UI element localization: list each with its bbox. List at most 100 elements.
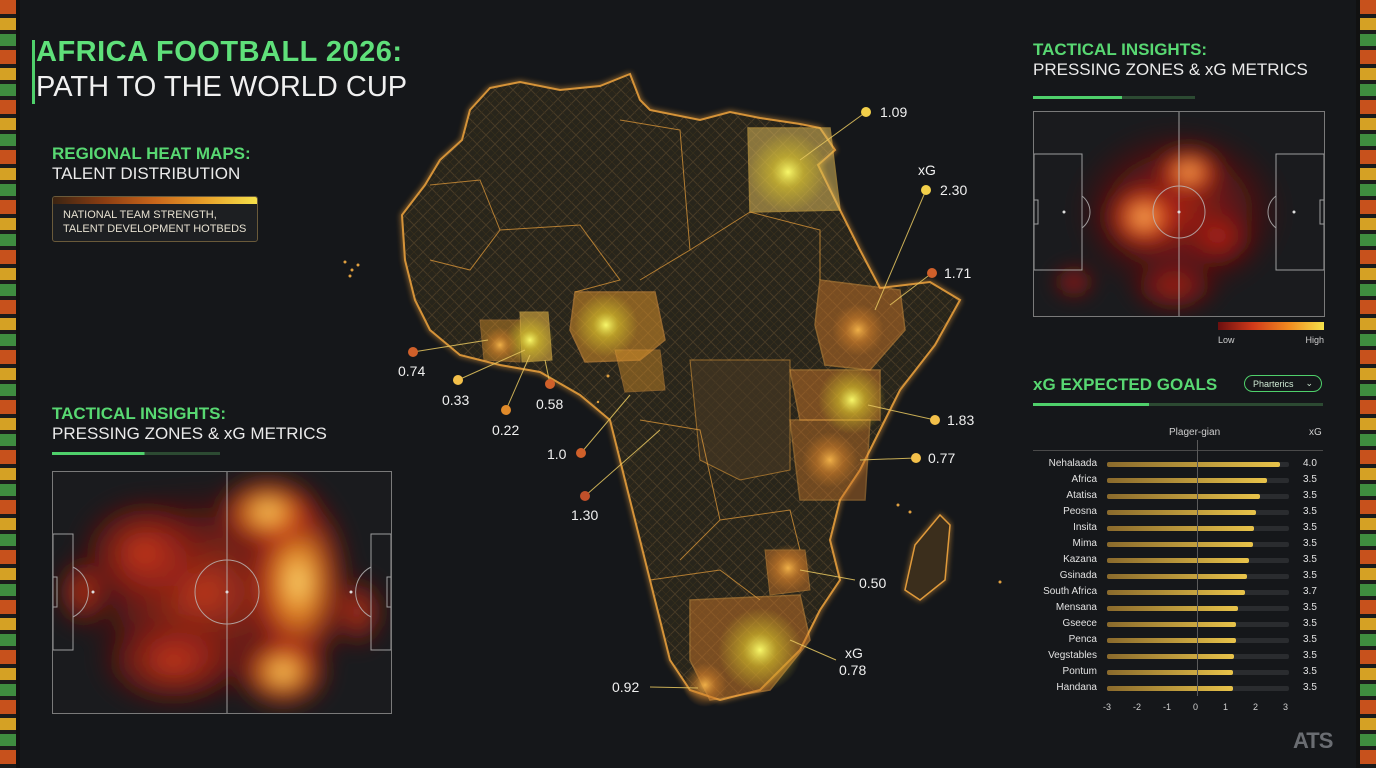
map-label-south-east: 0.50: [859, 575, 887, 591]
strength-legend-text: NATIONAL TEAM STRENGTH, TALENT DEVELOPME…: [53, 204, 257, 240]
tactical-insights-left-heading: TACTICAL INSIGHTS: PRESSING ZONES & xG M…: [52, 404, 327, 455]
xg-row-label: Handana: [1056, 682, 1097, 693]
xg-row-track: [1107, 494, 1289, 499]
xg-row-bar: [1107, 622, 1237, 627]
map-label-west-4: 0.22: [492, 422, 520, 438]
kente-border-right: [1356, 0, 1376, 768]
xg-row-value: 3.5: [1303, 554, 1317, 565]
xg-row-value: 3.5: [1303, 506, 1317, 517]
xg-row-label: South Africa: [1043, 586, 1097, 597]
xg-header-divider: [1033, 450, 1323, 451]
xg-row-label: Gseece: [1062, 618, 1097, 629]
regional-heat-maps-heading: REGIONAL HEAT MAPS: TALENT DISTRIBUTION: [52, 144, 251, 184]
heat-gradient: [1218, 322, 1324, 330]
xg-row-value: 3.7: [1303, 586, 1317, 597]
xg-row-bar: [1107, 478, 1268, 483]
pressing-heatmap-pitch-right: [1033, 111, 1325, 317]
pressing-heatmap-pitch-left: [52, 471, 392, 714]
xg-zero-line: [1197, 440, 1198, 696]
chevron-down-icon: ⌄: [1305, 378, 1313, 388]
xg-row-bar: [1107, 670, 1233, 675]
map-label-west-1: 0.74: [398, 363, 426, 379]
tactical-right-title: TACTICAL INSIGHTS:: [1033, 40, 1208, 59]
xg-row-track: [1107, 606, 1289, 611]
xg-row-bar: [1107, 686, 1233, 691]
map-label-kenya: 1.83: [947, 412, 975, 428]
xg-row-track: [1107, 542, 1289, 547]
xg-row-label: Insita: [1073, 522, 1097, 533]
tactical-right-underline: [1033, 96, 1195, 99]
xg-row-label: Nehalaada: [1048, 458, 1097, 469]
xg-row-value: 3.5: [1303, 618, 1317, 629]
xg-row-track: [1107, 478, 1289, 483]
map-label-tanzania: 0.77: [928, 450, 956, 466]
xg-row-label: Mima: [1072, 538, 1097, 549]
xg-row-track: [1107, 558, 1289, 563]
xg-axis-tick: 0: [1193, 702, 1199, 712]
xg-row-bar: [1107, 574, 1248, 579]
xg-row-bar: [1107, 654, 1235, 659]
tactical-right-subtitle: PRESSING ZONES & xG METRICS: [1033, 60, 1308, 79]
title-accent-bar: [32, 40, 35, 104]
xg-filter-value: Pharterics: [1253, 378, 1294, 389]
map-label-xg-north: xG: [918, 162, 936, 178]
strength-gradient: [53, 197, 257, 204]
xg-bar-chart: Plager-gian xG Nehalaada 4.0 Africa 3.5 Atat…: [1033, 420, 1333, 720]
xg-panel-title: xG EXPECTED GOALS: [1033, 375, 1218, 394]
xg-row-bar: [1107, 558, 1249, 563]
page-title: AFRICA FOOTBALL 2026: PATH TO THE WORLD …: [32, 36, 408, 104]
xg-row-bar: [1107, 606, 1239, 611]
xg-row-value: 3.5: [1303, 602, 1317, 613]
xg-row-bar: [1107, 638, 1237, 643]
xg-axis-tick: 1: [1223, 702, 1229, 712]
xg-row-label: Vegstables: [1048, 650, 1097, 661]
xg-row-track: [1107, 590, 1289, 595]
xg-axis-tick: -1: [1163, 702, 1172, 712]
xg-row-label: Gsinada: [1059, 570, 1097, 581]
tactical-left-subtitle: PRESSING ZONES & xG METRICS: [52, 424, 327, 443]
heat-legend: Low High: [1218, 322, 1324, 345]
heat-legend-low: Low: [1218, 335, 1235, 345]
map-label-egypt: 1.09: [880, 104, 908, 120]
xg-row-bar: [1107, 526, 1255, 531]
xg-row-value: 3.5: [1303, 522, 1317, 533]
xg-panel-underline: [1033, 403, 1323, 406]
map-label-south-west: 0.92: [612, 679, 640, 695]
xg-filter-dropdown[interactable]: Pharterics ⌄: [1244, 375, 1322, 392]
xg-row-value: 3.5: [1303, 634, 1317, 645]
xg-row-label: Kazana: [1063, 554, 1097, 565]
regional-subtitle: TALENT DISTRIBUTION: [52, 164, 241, 183]
xg-row-label: Mensana: [1055, 602, 1097, 613]
xg-row-track: [1107, 526, 1289, 531]
legend-line-2: TALENT DEVELOPMENT HOTBEDS: [63, 223, 247, 235]
xg-row-track: [1107, 638, 1289, 643]
map-label-horn: 1.71: [944, 265, 972, 281]
heat-legend-high: High: [1305, 335, 1324, 345]
xg-axis-tick: -3: [1103, 702, 1112, 712]
xg-row-value: 3.5: [1303, 682, 1317, 693]
xg-row-track: [1107, 670, 1289, 675]
xg-row-value: 3.5: [1303, 490, 1317, 501]
xg-axis-tick: 3: [1283, 702, 1289, 712]
xg-row-bar: [1107, 510, 1257, 515]
xg-row-value: 3.5: [1303, 474, 1317, 485]
xg-row-value: 4.0: [1303, 458, 1317, 469]
xg-row-track: [1107, 510, 1289, 515]
map-label-sudan: 2.30: [940, 182, 968, 198]
xg-row-value: 3.5: [1303, 570, 1317, 581]
map-label-central-2: 1.30: [571, 507, 599, 523]
kente-border-left: [0, 0, 20, 768]
xg-col-player: Plager-gian: [1169, 427, 1221, 438]
xg-col-xg: xG: [1309, 427, 1322, 438]
map-label-west-2: 0.33: [442, 392, 470, 408]
title-line-2: PATH TO THE WORLD CUP: [36, 71, 408, 103]
tactical-insights-right-heading: TACTICAL INSIGHTS: PRESSING ZONES & xG M…: [1033, 40, 1308, 99]
tactical-left-title: TACTICAL INSIGHTS:: [52, 404, 227, 423]
xg-axis-tick: 2: [1253, 702, 1259, 712]
xg-row-label: Penca: [1068, 634, 1097, 645]
strength-legend: NATIONAL TEAM STRENGTH, TALENT DEVELOPME…: [52, 196, 258, 242]
xg-row-value: 3.5: [1303, 650, 1317, 661]
xg-row-bar: [1107, 462, 1280, 467]
map-label-west-3: 0.58: [536, 396, 564, 412]
